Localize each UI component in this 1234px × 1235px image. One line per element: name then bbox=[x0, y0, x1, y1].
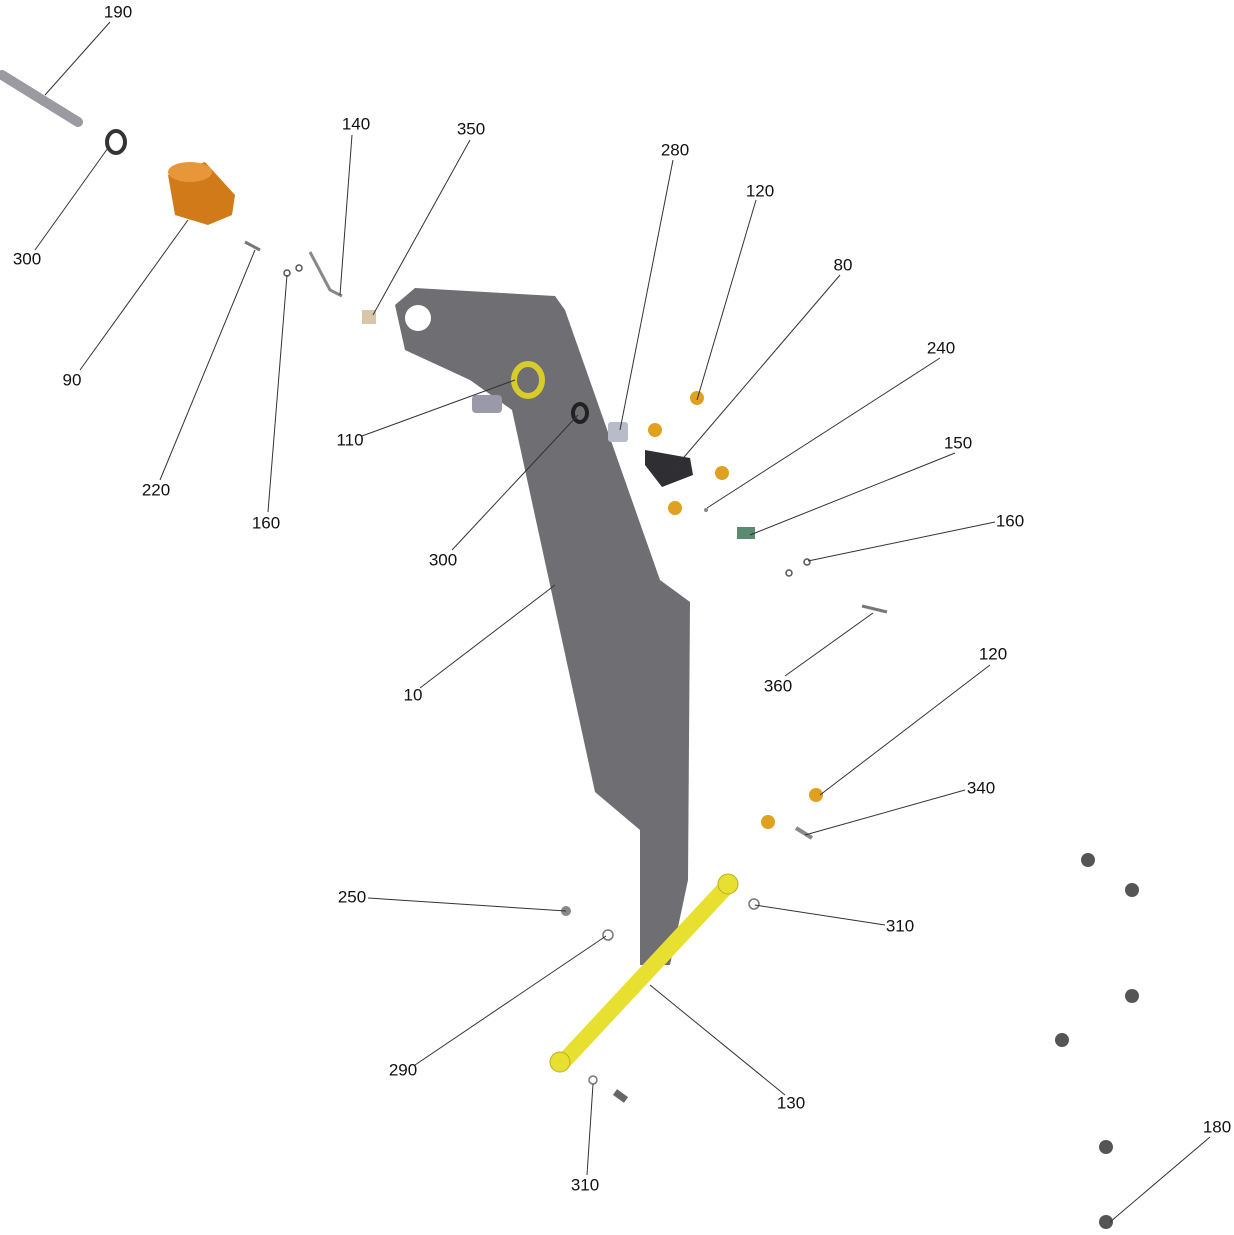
callout: 350 bbox=[457, 119, 485, 138]
rod bbox=[0, 70, 83, 127]
pivot-pin bbox=[472, 395, 502, 413]
pin bbox=[244, 240, 261, 252]
washer bbox=[571, 402, 589, 424]
arm bbox=[395, 288, 690, 965]
pin bbox=[612, 1089, 629, 1103]
bolts bbox=[1055, 853, 1139, 1229]
bracket bbox=[308, 251, 343, 298]
parts bbox=[0, 70, 1139, 1229]
nut bbox=[608, 422, 628, 442]
washer bbox=[785, 569, 793, 577]
leader bbox=[34, 147, 109, 251]
callout: 290 bbox=[389, 1060, 417, 1079]
bushing-top bbox=[168, 162, 212, 182]
washer bbox=[105, 129, 127, 155]
leader bbox=[419, 584, 556, 689]
leader bbox=[749, 452, 956, 536]
callout: 310 bbox=[571, 1175, 599, 1194]
callout: 140 bbox=[342, 114, 370, 133]
callout: 220 bbox=[142, 480, 170, 499]
callout: 300 bbox=[429, 550, 457, 569]
leader bbox=[267, 274, 288, 513]
callout: 160 bbox=[996, 511, 1024, 530]
leader bbox=[649, 984, 786, 1096]
washer bbox=[803, 558, 811, 566]
leader bbox=[159, 249, 256, 481]
clamp bbox=[809, 788, 823, 802]
callout: 130 bbox=[777, 1093, 805, 1112]
switch bbox=[737, 527, 755, 539]
leader bbox=[79, 219, 189, 371]
clamp bbox=[648, 423, 662, 437]
leader bbox=[804, 789, 966, 836]
ring bbox=[588, 1075, 598, 1085]
callout: 360 bbox=[764, 676, 792, 695]
callout: 10 bbox=[404, 685, 423, 704]
leader bbox=[706, 357, 941, 509]
block bbox=[362, 310, 376, 324]
callout: 300 bbox=[13, 249, 41, 268]
arm-hole bbox=[405, 305, 431, 331]
leader bbox=[672, 274, 841, 471]
callout: 110 bbox=[336, 430, 363, 449]
leader bbox=[586, 1083, 594, 1176]
callouts: 190 300 90 220 160 140 350 280 120 80 24… bbox=[13, 2, 1231, 1194]
leader bbox=[1109, 1136, 1211, 1223]
bolt bbox=[794, 826, 814, 840]
ball bbox=[704, 508, 708, 512]
clamp bbox=[715, 466, 729, 480]
ring bbox=[602, 929, 614, 941]
leader bbox=[819, 664, 991, 796]
leader bbox=[339, 134, 353, 296]
callout: 150 bbox=[944, 433, 972, 452]
leader-lines bbox=[34, 21, 1211, 1223]
clamp bbox=[668, 501, 682, 515]
callout: 340 bbox=[967, 778, 995, 797]
callout: 120 bbox=[746, 181, 774, 200]
leader bbox=[784, 612, 874, 677]
clamp bbox=[761, 815, 775, 829]
cylinder-eye bbox=[549, 1051, 571, 1073]
cylinder bbox=[557, 877, 736, 1068]
callout: 80 bbox=[834, 255, 853, 274]
leader bbox=[414, 935, 607, 1066]
callout: 180 bbox=[1203, 1117, 1231, 1136]
leader bbox=[361, 379, 516, 437]
washer bbox=[295, 264, 303, 272]
callout: 280 bbox=[661, 140, 689, 159]
callout: 240 bbox=[927, 338, 955, 357]
leader bbox=[807, 521, 996, 562]
leader bbox=[754, 904, 886, 926]
callout: 160 bbox=[252, 513, 280, 532]
leader bbox=[44, 21, 111, 96]
leader bbox=[696, 199, 757, 401]
leader bbox=[367, 897, 567, 912]
pin bbox=[861, 604, 888, 614]
callout: 90 bbox=[63, 370, 82, 389]
cylinder-eye bbox=[717, 873, 739, 895]
ring bbox=[748, 898, 760, 910]
leader bbox=[451, 414, 579, 551]
callout: 190 bbox=[104, 2, 132, 21]
callout: 310 bbox=[886, 916, 914, 935]
clamp bbox=[690, 391, 704, 405]
callout: 120 bbox=[979, 644, 1007, 663]
leader bbox=[619, 159, 674, 431]
leader bbox=[372, 139, 471, 316]
bracket bbox=[645, 450, 693, 487]
callout: 250 bbox=[338, 887, 366, 906]
